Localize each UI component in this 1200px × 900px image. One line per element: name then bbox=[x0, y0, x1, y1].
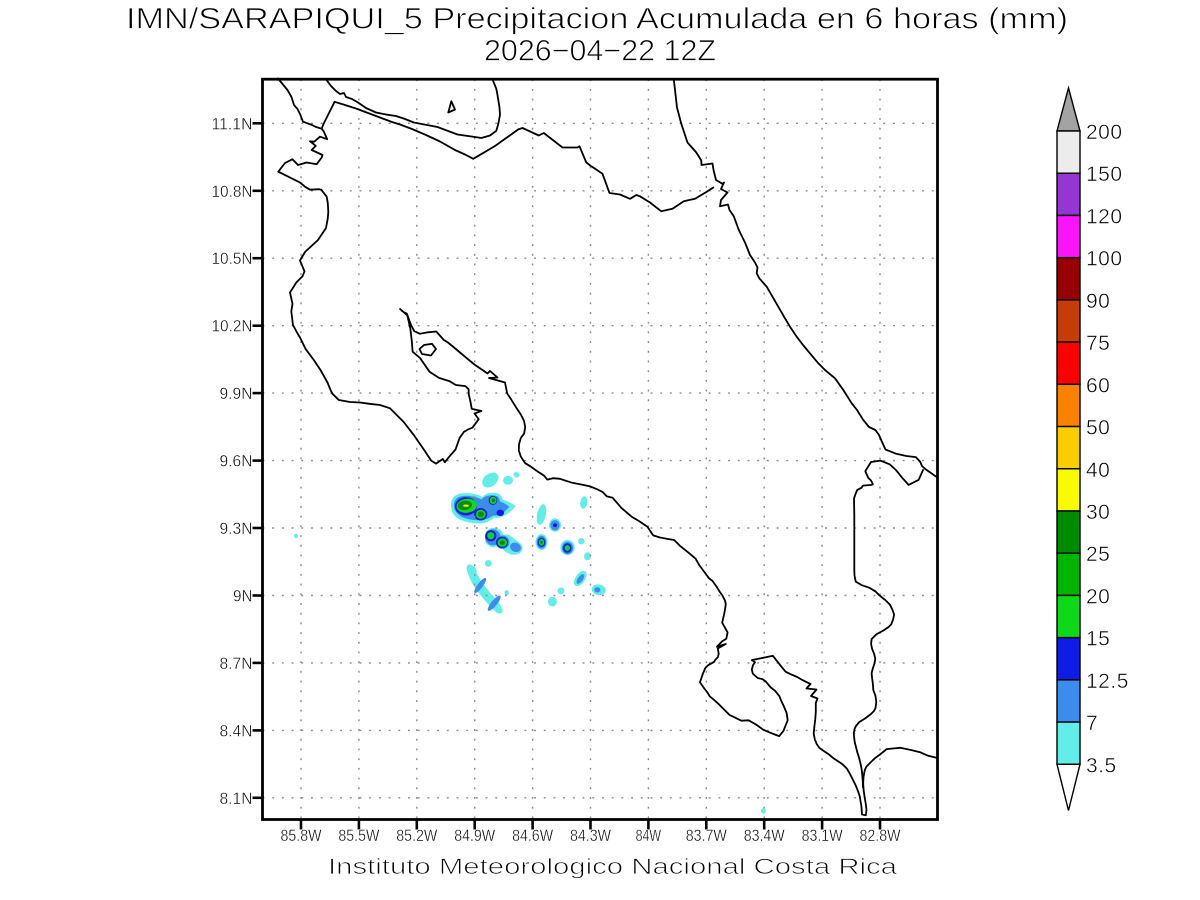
svg-text:83.1W: 83.1W bbox=[802, 826, 843, 845]
svg-text:200: 200 bbox=[1086, 121, 1123, 144]
svg-text:9.6N: 9.6N bbox=[220, 452, 253, 471]
svg-text:3.5: 3.5 bbox=[1086, 754, 1117, 777]
svg-text:90: 90 bbox=[1086, 290, 1110, 313]
svg-text:8.1N: 8.1N bbox=[220, 789, 253, 808]
svg-text:84W: 84W bbox=[636, 826, 662, 845]
svg-text:120: 120 bbox=[1086, 205, 1123, 228]
svg-text:20: 20 bbox=[1086, 585, 1110, 608]
svg-text:82.8W: 82.8W bbox=[860, 826, 901, 845]
svg-text:40: 40 bbox=[1086, 459, 1110, 482]
svg-text:10.8N: 10.8N bbox=[212, 182, 253, 201]
svg-text:9.9N: 9.9N bbox=[220, 384, 253, 403]
svg-text:11.1N: 11.1N bbox=[212, 114, 253, 133]
svg-text:83.7W: 83.7W bbox=[686, 826, 727, 845]
svg-text:85.2W: 85.2W bbox=[396, 826, 437, 845]
svg-text:Instituto Meteorologico Nacion: Instituto Meteorologico Nacional Costa R… bbox=[328, 854, 898, 879]
svg-text:85.8W: 85.8W bbox=[281, 826, 322, 845]
svg-text:100: 100 bbox=[1086, 248, 1123, 271]
svg-text:84.6W: 84.6W bbox=[512, 826, 553, 845]
svg-text:8.4N: 8.4N bbox=[220, 721, 253, 740]
svg-text:60: 60 bbox=[1086, 374, 1110, 397]
svg-text:9.3N: 9.3N bbox=[220, 519, 253, 538]
svg-text:50: 50 bbox=[1086, 417, 1110, 440]
svg-text:30: 30 bbox=[1086, 501, 1110, 524]
svg-text:84.3W: 84.3W bbox=[570, 826, 611, 845]
svg-text:84.9W: 84.9W bbox=[454, 826, 495, 845]
svg-text:10.5N: 10.5N bbox=[212, 249, 253, 268]
svg-text:8.7N: 8.7N bbox=[220, 654, 253, 673]
svg-text:85.5W: 85.5W bbox=[338, 826, 379, 845]
svg-text:75: 75 bbox=[1086, 332, 1110, 355]
svg-text:7: 7 bbox=[1086, 712, 1098, 735]
svg-text:150: 150 bbox=[1086, 163, 1123, 186]
svg-text:25: 25 bbox=[1086, 543, 1110, 566]
svg-text:15: 15 bbox=[1086, 628, 1110, 651]
svg-text:10.2N: 10.2N bbox=[212, 317, 253, 336]
svg-text:83.4W: 83.4W bbox=[744, 826, 785, 845]
svg-text:9N: 9N bbox=[233, 587, 253, 606]
svg-text:IMN/SARAPIQUI_5 Precipitacion: IMN/SARAPIQUI_5 Precipitacion Acumulada … bbox=[126, 2, 1068, 35]
svg-text:2026−04−22 12Z: 2026−04−22 12Z bbox=[484, 35, 716, 68]
svg-text:12.5: 12.5 bbox=[1086, 670, 1129, 693]
